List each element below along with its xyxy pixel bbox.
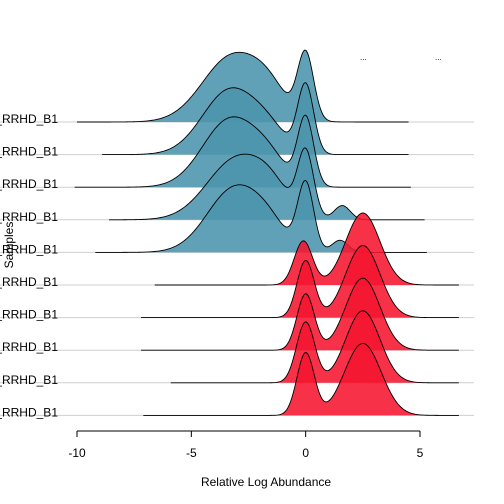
row-label: _RRHD_B1 (0, 405, 58, 419)
row-label: _RRHD_B1 (0, 373, 58, 387)
row-label: _RRHD_B1 (0, 340, 58, 354)
ridge-area (141, 278, 459, 351)
x-axis-label: Relative Log Abundance (201, 475, 331, 489)
ridges (0, 49, 474, 416)
row-label: _RRHD_B1 (0, 275, 58, 289)
ridge-outline (74, 114, 411, 188)
legend-text-fragment: ... (360, 53, 367, 62)
row-labels: _RRHD_B1 _RRHD_B1 _RRHD_B1 _RRHD_B1 _RRHD_B1… (0, 112, 58, 419)
x-tick-label: -5 (186, 446, 197, 460)
ridge-area (74, 115, 411, 188)
ridge-area (109, 147, 425, 220)
ridge-outline (141, 277, 459, 351)
row-label: _RRHD_B1 (0, 177, 58, 191)
ridge-outline (154, 212, 459, 286)
ridge-area (143, 343, 459, 416)
row-label: _RRHD_B1 (0, 210, 58, 224)
ridge-outline (102, 82, 409, 156)
legend: ... ... (360, 53, 442, 62)
row-label: _RRHD_B1 (0, 145, 58, 159)
row-label: _RRHD_B1 (0, 112, 58, 126)
x-tick-label: 5 (417, 446, 424, 460)
ridge-area (95, 180, 427, 253)
ridge-area (170, 310, 459, 383)
ridge-outline (143, 342, 459, 416)
x-tick-label: 0 (302, 446, 309, 460)
ridge-area (77, 50, 409, 122)
row-label: _RRHD_B1 (0, 308, 58, 322)
ridge-outline (77, 49, 409, 123)
row-label: _RRHD_B1 (0, 242, 58, 256)
x-axis: -10 -5 0 5 (68, 430, 424, 460)
ridge-area (102, 82, 409, 155)
ridge-outline (109, 147, 425, 221)
ridge-outline (170, 310, 459, 384)
ridge-area (141, 245, 459, 318)
ridge-outline (141, 245, 459, 319)
x-tick-label: -10 (68, 446, 86, 460)
legend-text-fragment: ... (435, 53, 442, 62)
ridge-area (154, 213, 459, 285)
y-axis-label: Samples (2, 222, 16, 269)
